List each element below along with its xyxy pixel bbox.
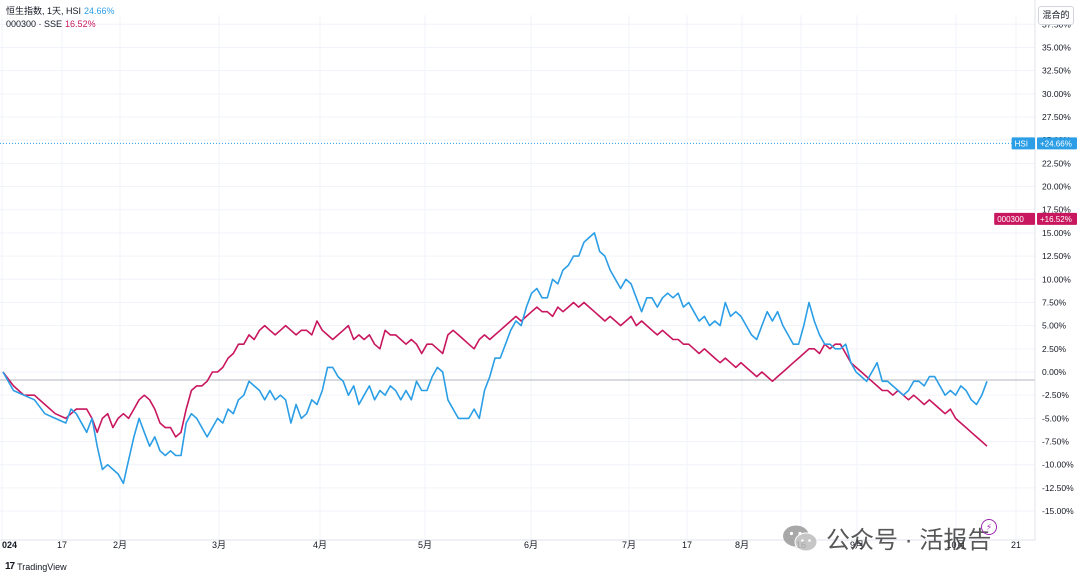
last-value-labels: HSI +24.66% 000300 +16.52% — [994, 137, 1077, 225]
y-tick-label: 10.00% — [1042, 274, 1071, 284]
watermark-text: 公众号 · 活报告 — [826, 527, 992, 554]
y-axis[interactable]: 37.50%35.00%32.50%30.00%27.50%25.00%22.5… — [1034, 0, 1074, 540]
y-tick-label: 30.00% — [1042, 89, 1071, 99]
x-tick-label: 4月 — [313, 540, 327, 550]
series-layer — [2, 232, 988, 485]
series-line-000300[interactable] — [2, 301, 988, 447]
x-axis[interactable]: 024172月3月4月5月6月7月178月169月10月21 — [0, 539, 1035, 550]
last-label-name-bg — [1011, 137, 1035, 150]
legend-hsi[interactable]: 恒生指数, 1天, HSI 24.66% — [6, 5, 115, 18]
y-tick-label: -5.00% — [1042, 413, 1069, 423]
tradingview-mark-icon: 17 — [5, 561, 15, 572]
legend-sse-value: 16.52% — [65, 19, 96, 29]
tradingview-wordmark: TradingView — [17, 561, 67, 572]
x-tick-label: 024 — [2, 540, 17, 550]
x-tick-label: 7月 — [622, 540, 636, 550]
y-tick-label: 12.50% — [1042, 251, 1071, 261]
y-tick-label: -12.50% — [1042, 483, 1074, 493]
y-tick-label: -7.50% — [1042, 437, 1069, 447]
wechat-watermark: 公众号 · 活报告 — [782, 520, 991, 555]
x-tick-label: 8月 — [735, 540, 749, 550]
y-tick-label: 35.00% — [1042, 42, 1071, 52]
legend-hsi-name: 恒生指数, 1天, HSI — [6, 6, 82, 16]
last-label-value: +16.52% — [1040, 215, 1072, 224]
y-tick-label: 17.50% — [1042, 205, 1071, 215]
last-label-value-bg — [1037, 212, 1077, 225]
last-label-name: 000300 — [997, 215, 1024, 224]
y-tick-label: 15.00% — [1042, 228, 1071, 238]
y-tick-label: 22.50% — [1042, 158, 1071, 168]
legend-hsi-value: 24.66% — [84, 6, 115, 16]
x-tick-label: 9月 — [850, 540, 864, 550]
x-tick-label: 5月 — [418, 540, 432, 550]
lightning-icon[interactable]: ⚡ — [981, 519, 997, 535]
tradingview-logo[interactable]: 17 TradingView — [5, 561, 67, 572]
y-tick-label: 32.50% — [1042, 66, 1071, 76]
wechat-icon — [783, 525, 818, 551]
x-tick-label: 17 — [57, 540, 67, 550]
last-label-name-bg — [994, 212, 1035, 225]
x-tick-label: 21 — [1011, 540, 1021, 550]
y-tick-label: 7.50% — [1042, 297, 1067, 307]
y-tick-label: 5.00% — [1042, 321, 1067, 331]
y-tick-label: 2.50% — [1042, 344, 1067, 354]
y-tick-label: -2.50% — [1042, 390, 1069, 400]
y-tick-label: -15.00% — [1042, 506, 1074, 516]
x-tick-label: 10月 — [946, 540, 965, 550]
last-label-value-bg — [1037, 137, 1077, 150]
y-tick-label: 27.50% — [1042, 112, 1071, 122]
x-tick-label: 3月 — [212, 540, 226, 550]
y-tick-label: -10.00% — [1042, 460, 1074, 470]
legend: 恒生指数, 1天, HSI 24.66% 000300 · SSE 16.52% — [6, 5, 115, 31]
x-tick-label: 6月 — [524, 540, 538, 550]
last-label-name: HSI — [1015, 139, 1028, 148]
last-label-value: +24.66% — [1040, 139, 1072, 148]
legend-sse[interactable]: 000300 · SSE 16.52% — [6, 18, 115, 31]
x-tick-label: 2月 — [113, 540, 127, 550]
y-tick-label: 0.00% — [1042, 367, 1067, 377]
grid-lines — [0, 15, 1035, 540]
legend-sse-name: 000300 · SSE — [6, 19, 63, 29]
y-tick-label: 20.00% — [1042, 182, 1071, 192]
scale-mode-button[interactable]: 混合的 — [1038, 6, 1074, 25]
series-line-hsi[interactable] — [2, 232, 988, 485]
x-tick-label: 17 — [682, 540, 692, 550]
